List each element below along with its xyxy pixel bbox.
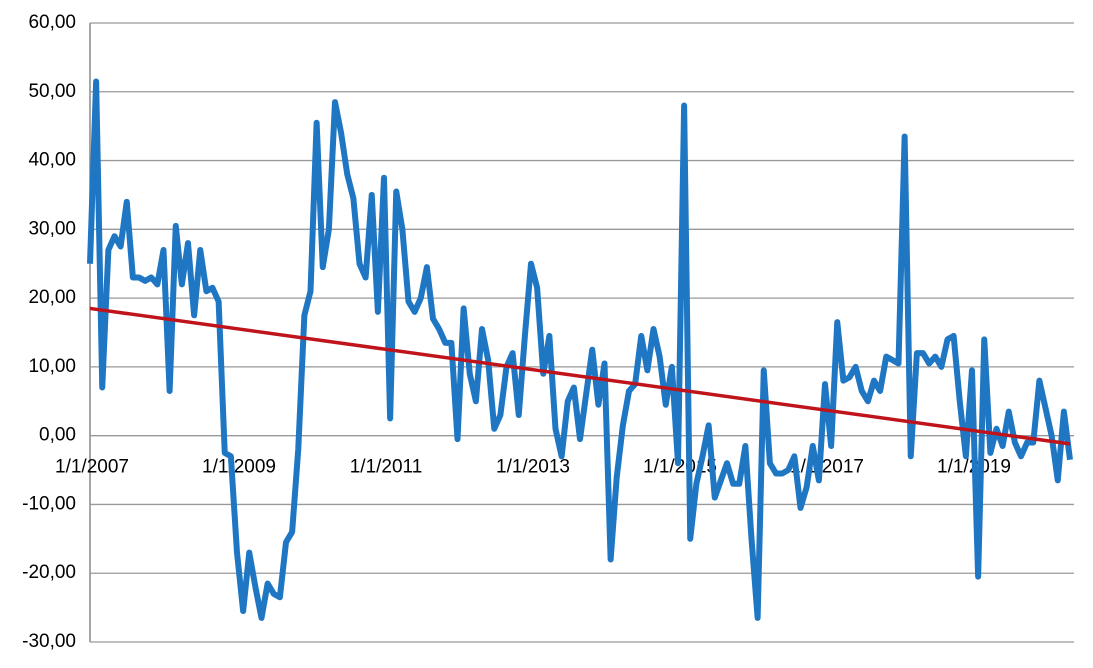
trend-line — [89, 306, 1071, 446]
y-tick-label: 50,00 — [28, 81, 76, 102]
x-tick-label: 1/1/2013 — [496, 457, 570, 478]
y-tick-label: 30,00 — [28, 218, 76, 239]
y-tick-label: 60,00 — [28, 12, 76, 33]
x-tick-label: 1/1/2017 — [790, 457, 864, 478]
y-tick-label: 20,00 — [28, 287, 76, 308]
x-tick-label: 1/1/2009 — [202, 457, 276, 478]
data-line — [87, 78, 1073, 621]
x-tick-label: 1/1/2011 — [350, 457, 423, 478]
y-tick-label: -30,00 — [22, 631, 76, 652]
y-tick-label: 40,00 — [28, 150, 76, 171]
y-tick-label: -20,00 — [22, 562, 76, 583]
x-tick-label: 1/1/2007 — [55, 457, 129, 478]
y-tick-label: 10,00 — [28, 356, 76, 377]
y-tick-label: 0,00 — [39, 425, 76, 446]
y-tick-label: -10,00 — [22, 493, 76, 514]
